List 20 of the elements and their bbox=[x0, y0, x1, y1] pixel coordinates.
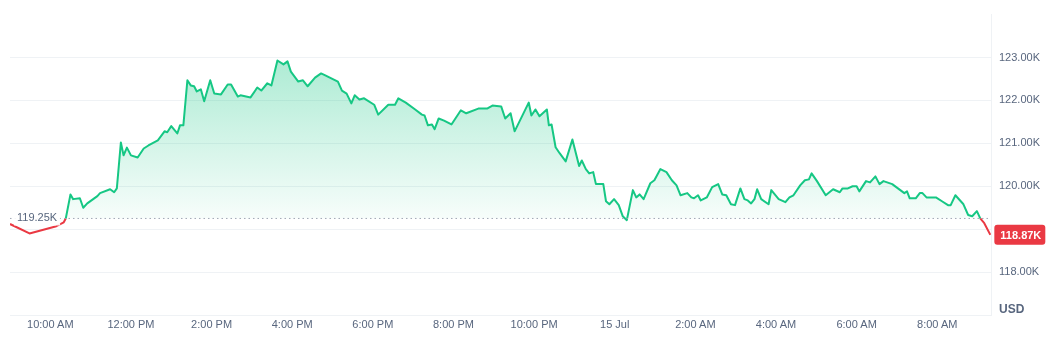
x-tick-label: 2:00 AM bbox=[675, 317, 716, 330]
x-tick-label: 10:00 PM bbox=[510, 317, 558, 330]
annotation: 118.87K bbox=[1000, 228, 1042, 241]
x-tick-label: 2:00 PM bbox=[191, 317, 233, 330]
y-tick-label: 122.00K bbox=[999, 93, 1041, 106]
y-tick-label: 120.00K bbox=[999, 179, 1041, 192]
x-tick-label: 8:00 PM bbox=[432, 317, 474, 330]
x-tick-label: 15 Jul bbox=[600, 317, 630, 330]
x-tick-label: 4:00 PM bbox=[271, 317, 313, 330]
y-tick-label: 118.00K bbox=[999, 265, 1040, 278]
y-tick-label: 123.00K bbox=[999, 50, 1041, 63]
y-axis-title: USD bbox=[999, 302, 1025, 317]
x-tick-label: 10:00 AM bbox=[27, 317, 74, 330]
y-tick-label: 121.00K bbox=[999, 136, 1041, 149]
ref-line-label: 119.25K bbox=[17, 211, 58, 224]
x-tick-label: 8:00 AM bbox=[917, 317, 958, 330]
x-tick-label: 6:00 PM bbox=[352, 317, 394, 330]
x-tick-label: 4:00 AM bbox=[755, 317, 797, 330]
x-tick-label: 12:00 PM bbox=[107, 317, 155, 330]
x-tick-label: 6:00 AM bbox=[836, 317, 877, 330]
